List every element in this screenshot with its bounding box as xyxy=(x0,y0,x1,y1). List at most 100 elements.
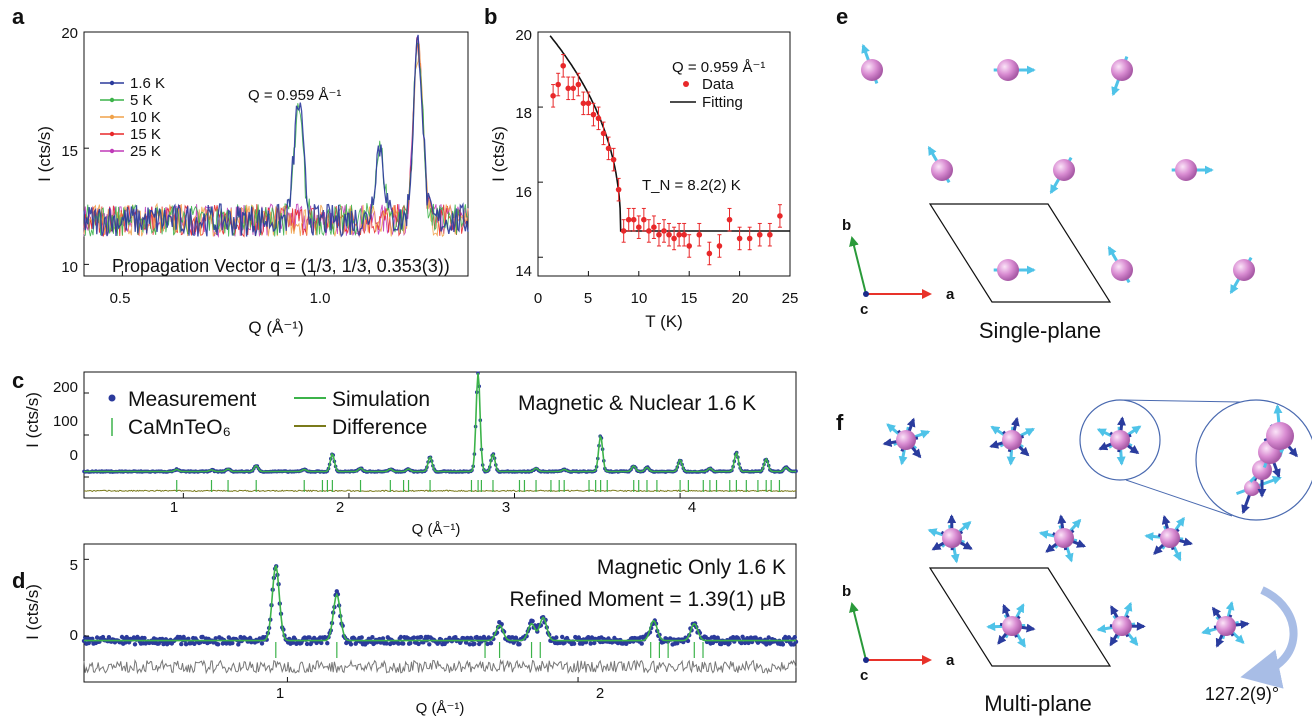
panel-a-legend-label-2: 10 K xyxy=(130,109,161,126)
panel-d-measurement-point xyxy=(348,642,354,647)
panel-d-measurement-point xyxy=(215,642,221,647)
panel-b-ytick-18: 18 xyxy=(515,105,532,122)
panel-c-xtick-3: 3 xyxy=(502,499,510,516)
panel-d-measurement-point xyxy=(142,635,147,641)
panel-a-label: a xyxy=(12,4,25,29)
panel-d-measurement-point xyxy=(710,640,716,645)
panel-b-legend-data: Data xyxy=(702,76,734,93)
panel-c-ytick-100: 100 xyxy=(53,413,78,430)
panel-b-data-point xyxy=(570,85,577,92)
panel-b-data-point xyxy=(575,81,582,88)
panel-b-data-point xyxy=(681,231,687,238)
panel-b-ytick-14: 14 xyxy=(515,263,532,280)
panel-a-legend-marker-3 xyxy=(109,131,115,137)
panel-d-measurement-point xyxy=(384,641,389,646)
panel-b-data-point xyxy=(615,186,622,193)
panel-b-data-point xyxy=(630,216,637,223)
panel-b-data-point xyxy=(676,231,682,238)
atom-sphere-icon xyxy=(1175,159,1197,181)
panel-d-annotation-moment: Refined Moment = 1.39(1) μB xyxy=(510,588,787,611)
panel-d-measurement-point xyxy=(359,635,364,640)
panel-b-data-point xyxy=(661,228,667,234)
panel-d-measurement-point xyxy=(290,640,296,645)
panel-b-data-point xyxy=(656,231,662,238)
panel-a-legend-label-3: 15 K xyxy=(130,126,161,143)
panel-d-measurement-point xyxy=(181,634,186,640)
panel-e-axis-b-label: b xyxy=(842,217,851,234)
panel-c-ticks xyxy=(84,392,681,498)
panel-d-measurement-point xyxy=(588,641,593,646)
panel-b-frame xyxy=(537,31,791,277)
panel-d-measurement-point xyxy=(766,635,771,640)
panel-a-series-1.6K xyxy=(83,34,469,238)
panel-b-xtick-0: 0 xyxy=(534,290,542,307)
panel-d-annotation-magnetic: Magnetic Only 1.6 K xyxy=(597,556,786,579)
panel-b-data-point xyxy=(767,231,773,238)
panel-a-xtick-0.5: 0.5 xyxy=(110,290,131,307)
panel-d-label: d xyxy=(12,568,25,593)
atom-sphere-icon xyxy=(1244,480,1260,496)
panel-b-legend-fitting: Fitting xyxy=(702,94,743,111)
panel-b-q-annotation: Q = 0.959 Å⁻¹ xyxy=(672,59,765,76)
panel-e-caption: Single-plane xyxy=(979,318,1101,343)
panel-b-ylabel: I (cts/s) xyxy=(489,126,508,182)
panel-a-propagation-annotation: Propagation Vector q = (1/3, 1/3, 0.353(… xyxy=(112,256,450,276)
panel-e-label: e xyxy=(836,4,848,29)
panel-d-measurement-point xyxy=(405,636,411,641)
panel-d-measurement-point xyxy=(530,618,535,624)
atom-sphere-icon xyxy=(1266,422,1294,450)
panel-b-plot-area xyxy=(549,35,790,266)
atom-sphere-icon xyxy=(1112,616,1132,636)
panel-d-measurement-point xyxy=(467,642,472,647)
panel-c-xtick-1: 1 xyxy=(170,499,178,516)
atom-sphere-icon xyxy=(942,528,962,548)
panel-b-data-point xyxy=(585,100,592,107)
panel-c-ytick-0: 0 xyxy=(70,447,78,464)
panel-d-measurement-point xyxy=(453,635,458,640)
panel-d-measurement-point xyxy=(380,636,386,641)
panel-d-ytick-5: 5 xyxy=(70,557,78,574)
panel-b-data-point xyxy=(736,235,743,242)
panel-d-measurement-point xyxy=(411,635,417,640)
panel-e-unit-cell xyxy=(928,203,1112,303)
atom-sphere-icon xyxy=(931,159,953,181)
panel-e-axis-c-label: c xyxy=(860,301,868,318)
panel-f-zoom-connector-bottom xyxy=(1125,479,1233,517)
panel-d-plot-area xyxy=(81,564,799,675)
panel-f-label: f xyxy=(836,410,844,435)
atom-sphere-icon xyxy=(997,59,1019,81)
panel-b-data-point xyxy=(600,130,607,137)
panel-d-measurement-point xyxy=(183,642,189,647)
panel-f-angle: 127.2(9)° xyxy=(1205,684,1279,704)
panel-b-data-point xyxy=(620,228,627,234)
panel-d-measurement-point xyxy=(416,641,421,647)
panel-d-measurement-point xyxy=(727,640,732,646)
panel-b-xlabel: T (K) xyxy=(645,312,682,331)
panel-b-data-point xyxy=(595,115,602,122)
panel-b-data-point xyxy=(590,111,597,118)
panel-a: a 0.5 1.0 10 15 20 Q (Å⁻¹) I (cts/s) Q =… xyxy=(12,4,469,337)
panel-f-unit-cell xyxy=(928,567,1112,667)
panel-d-measurement-point xyxy=(739,640,744,646)
panel-b-data-point xyxy=(671,235,677,242)
panel-b-data-point xyxy=(610,156,617,163)
panel-d-measurement-point xyxy=(472,641,477,646)
panel-d-measurement-point xyxy=(370,635,375,640)
panel-d-measurement-point xyxy=(325,641,330,646)
panel-b-data-point xyxy=(756,231,763,238)
panel-a-legend-marker-2 xyxy=(109,114,115,120)
panel-c: c 1 2 3 4 0 100 200 Q (Å⁻¹) I (cts/s) Me… xyxy=(12,368,798,538)
panel-f-zoom-detail xyxy=(1235,404,1298,515)
panel-b-data-point xyxy=(666,231,672,238)
panel-b-fitting-curve xyxy=(549,35,790,232)
panel-c-ylabel: I (cts/s) xyxy=(23,392,42,448)
panel-f-axis-c-label: c xyxy=(860,667,868,684)
panel-d-measurement-point xyxy=(427,642,432,647)
panel-b-xtick-10: 10 xyxy=(631,290,648,307)
panel-d-ylabel: I (cts/s) xyxy=(23,584,42,640)
panel-a-ylabel: I (cts/s) xyxy=(35,126,54,182)
panel-b-xtick-25: 25 xyxy=(782,290,799,307)
panel-d-measurement-point xyxy=(786,635,792,640)
panel-c-ytick-200: 200 xyxy=(53,379,78,396)
